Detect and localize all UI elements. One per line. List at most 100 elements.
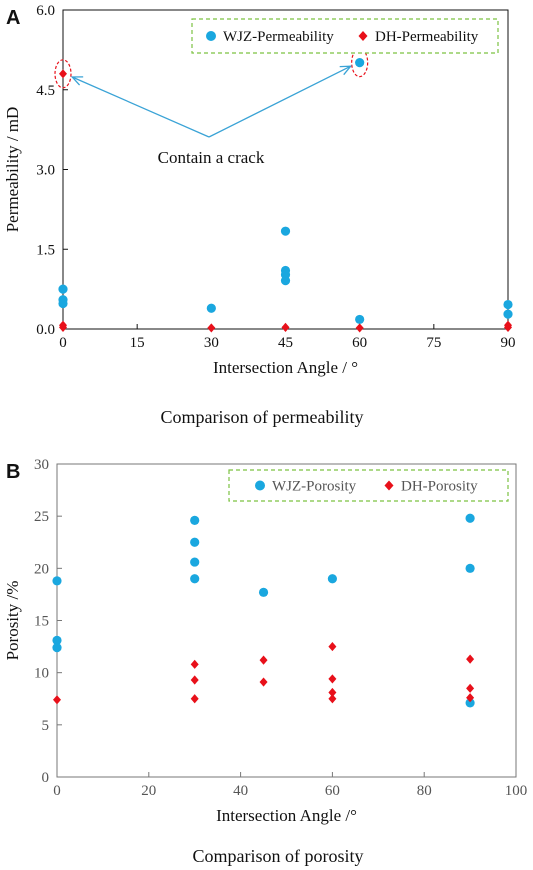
x-tick-label: 80 xyxy=(417,783,432,799)
data-point xyxy=(280,276,291,286)
x-axis-label: Intersection Angle / ° xyxy=(213,358,358,377)
legend-box xyxy=(228,469,509,502)
x-tick-label: 15 xyxy=(130,335,145,351)
data-point xyxy=(328,674,337,684)
data-point xyxy=(328,641,337,652)
data-point xyxy=(328,687,337,698)
data-point xyxy=(504,322,512,333)
y-tick-label: 0.0 xyxy=(36,322,55,338)
x-tick-label: 60 xyxy=(352,335,367,351)
data-point xyxy=(190,675,199,685)
x-tick-label: 0 xyxy=(53,783,61,799)
data-point xyxy=(465,563,475,573)
y-tick-label: 4.5 xyxy=(36,83,55,99)
x-tick-label: 75 xyxy=(426,335,441,351)
chart-caption: Comparison of permeability xyxy=(161,407,364,427)
y-tick-label: 25 xyxy=(34,509,49,525)
data-point xyxy=(52,576,62,586)
y-tick-label: 5 xyxy=(42,718,50,734)
annotation: Contain a crack xyxy=(54,48,369,167)
y-axis-label: Permeability / mD xyxy=(3,107,22,233)
data-point xyxy=(52,643,62,653)
data-point xyxy=(59,69,67,79)
y-tick-label: 0 xyxy=(42,770,50,786)
legend-label: WJZ-Permeability xyxy=(223,29,334,45)
y-tick-label: 15 xyxy=(34,614,49,630)
data-point xyxy=(190,557,200,567)
y-tick-label: 1.5 xyxy=(36,242,55,258)
series-wjz xyxy=(52,513,475,708)
data-point xyxy=(190,574,200,584)
chart-panel-b: B 0 20 40 60 80 100 0 5 10 15 20 25 30 Intersection An… xyxy=(3,457,527,866)
y-tick-label: 10 xyxy=(34,666,49,682)
x-tick-label: 20 xyxy=(141,783,156,799)
data-point xyxy=(258,587,269,597)
annotation-text: Contain a crack xyxy=(158,148,265,167)
legend-marker-circle xyxy=(206,31,216,41)
panel-letter: B xyxy=(6,461,20,483)
data-point xyxy=(52,635,62,645)
x-tick-label: 90 xyxy=(501,335,516,351)
legend-label: DH-Porosity xyxy=(401,479,478,495)
data-point xyxy=(466,654,475,664)
data-point xyxy=(58,298,68,309)
legend-label: DH-Permeability xyxy=(375,29,479,45)
data-point xyxy=(281,322,290,333)
legend-marker-diamond xyxy=(384,480,394,491)
legend-marker-diamond xyxy=(358,31,368,41)
annotation-ellipse xyxy=(54,59,72,89)
legend-label: WJZ-Porosity xyxy=(272,479,357,495)
y-tick-label: 20 xyxy=(34,561,49,577)
data-point xyxy=(327,574,337,584)
x-tick-label: 0 xyxy=(59,335,67,351)
data-point xyxy=(190,515,200,525)
legend: WJZ-Permeability DH-Permeability xyxy=(191,18,499,54)
y-tick-label: 6.0 xyxy=(36,3,55,19)
data-point xyxy=(465,698,475,708)
data-point xyxy=(466,683,475,693)
data-point xyxy=(355,58,365,68)
data-point xyxy=(280,226,291,236)
annotation-arrow xyxy=(71,76,210,138)
data-point xyxy=(207,323,216,333)
plot-frame xyxy=(56,463,517,778)
legend: WJZ-Porosity DH-Porosity xyxy=(228,469,509,502)
data-point xyxy=(58,284,68,294)
data-point xyxy=(503,299,513,310)
annotation-arrowhead xyxy=(70,76,84,86)
annotation-arrow xyxy=(208,65,351,138)
legend-box xyxy=(191,18,499,54)
annotation-arrowhead xyxy=(339,65,353,76)
chart-caption: Comparison of porosity xyxy=(193,846,364,866)
x-tick-label: 40 xyxy=(233,783,248,799)
data-point xyxy=(206,303,216,313)
data-point xyxy=(328,694,337,704)
x-tick-label: 30 xyxy=(204,335,219,351)
data-point xyxy=(355,314,365,325)
series-dh xyxy=(53,641,475,705)
data-point xyxy=(53,695,61,705)
data-point xyxy=(190,537,200,547)
data-point xyxy=(503,309,513,319)
legend-marker-circle xyxy=(255,480,265,491)
data-point xyxy=(59,322,67,333)
data-point xyxy=(190,659,199,669)
data-point xyxy=(259,677,268,687)
x-tick-label: 60 xyxy=(325,783,340,799)
y-tick-label: 30 xyxy=(34,457,49,473)
y-tick-label: 3.0 xyxy=(36,163,55,179)
data-point xyxy=(259,655,268,665)
series-dh xyxy=(59,69,512,333)
x-axis-label: Intersection Angle /° xyxy=(216,806,357,825)
data-point xyxy=(190,694,199,704)
x-tick-label: 45 xyxy=(278,335,293,351)
y-axis-label: Porosity /% xyxy=(3,581,22,661)
data-point xyxy=(465,513,475,523)
data-point xyxy=(466,693,475,703)
data-point xyxy=(355,323,364,333)
panel-letter: A xyxy=(6,7,20,29)
chart-panel-a: A 0 15 30 45 60 75 90 0.0 1.5 3.0 4.5 6.0 Intersectio… xyxy=(3,3,516,427)
series-wjz xyxy=(58,58,513,325)
x-tick-label: 100 xyxy=(505,783,528,799)
